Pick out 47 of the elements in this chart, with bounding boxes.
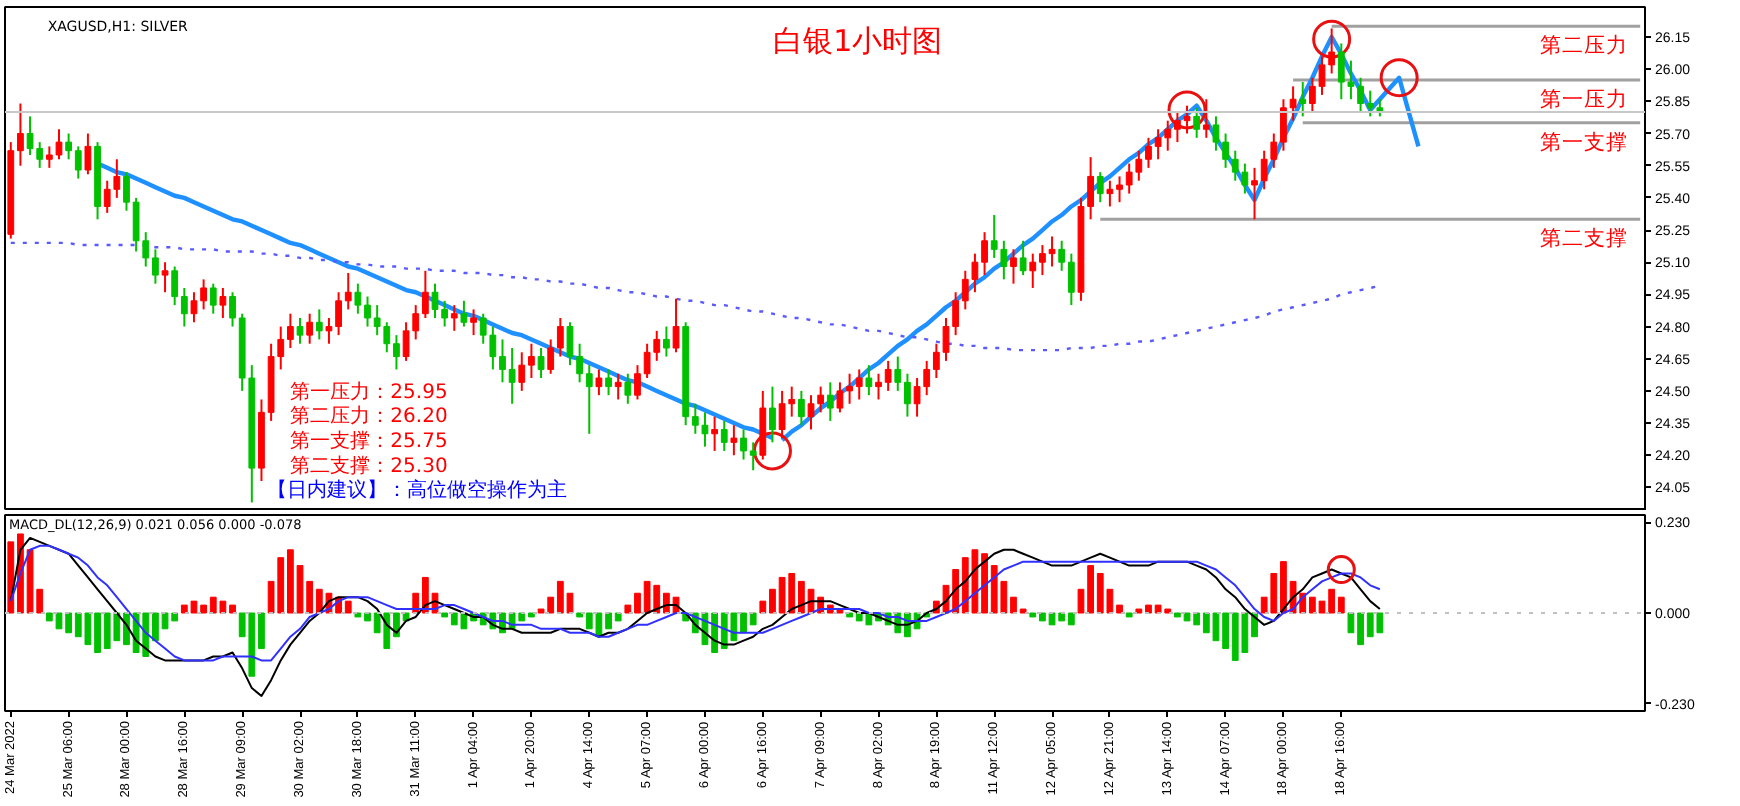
candlestick [1096,171,1104,204]
point [752,431,792,471]
candlestick [161,261,169,294]
series-label: 第二压力 [1540,32,1629,59]
line-series [9,536,1381,697]
candlestick [450,304,458,332]
candlestick [759,389,767,461]
point [1167,90,1207,130]
candlestick [720,419,728,452]
candlestick [1299,81,1307,118]
candlestick [605,368,612,397]
candlestick [663,325,670,358]
candlestick [84,132,92,176]
candlestick [614,372,622,401]
candlestick [1202,98,1210,139]
annotation: 【日内建议】：高位做空操作为主 [267,478,568,503]
candlestick [470,308,477,337]
candlestick [1193,106,1201,139]
candlestick [296,316,304,345]
candlestick [1010,248,1017,285]
candlestick [595,368,603,397]
candlestick [460,299,468,328]
annotation: 第二支撑：25.30 [290,453,448,478]
text: 白银1小时图 [773,23,943,59]
candlestick [537,347,545,380]
candlestick [1019,239,1027,277]
point [1379,58,1419,98]
candlestick [797,389,805,427]
candlestick [624,372,632,405]
point [1312,19,1352,59]
candlestick [865,364,873,397]
candlestick [826,381,834,422]
candlestick [672,297,680,354]
candlestick [769,385,776,444]
candlestick [306,312,314,345]
candlestick [209,282,217,315]
series-label: 第二支撑 [1540,225,1629,252]
series-label: 第一压力 [1540,85,1629,112]
series-label: 第一支撑 [1540,128,1629,155]
candlestick [730,424,738,457]
annotation: 第二压力：26.20 [290,404,448,429]
annotation: 第一压力：25.95 [290,379,448,404]
candlestick [315,308,323,341]
candlestick [219,286,227,319]
candlestick [711,415,718,452]
line-series [9,544,1381,662]
annotation: 第一支撑：25.75 [290,428,448,453]
